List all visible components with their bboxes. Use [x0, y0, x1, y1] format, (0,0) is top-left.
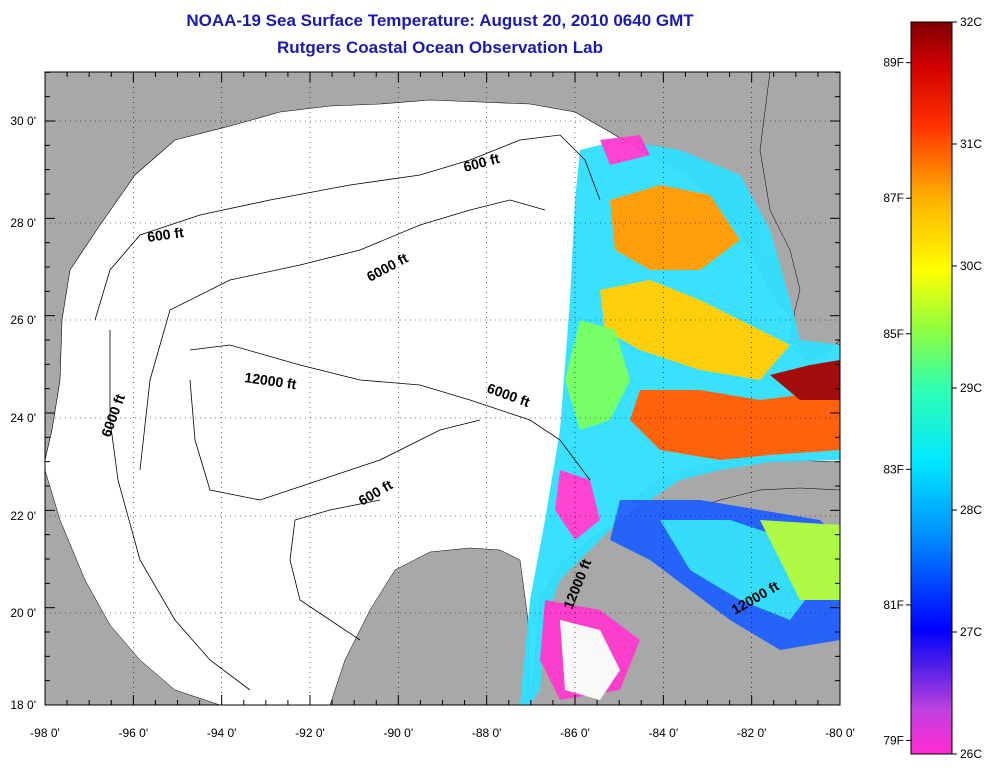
latitude-label: 26 0' [10, 313, 36, 327]
colorbar-fahrenheit-labels: 89F 87F 85F 83F 81F 79F [883, 56, 904, 748]
longitude-labels: -98 0' -96 0' -94 0' -92 0' -90 0' -88 0' -86 … [30, 726, 855, 740]
longitude-label: -94 0' [207, 726, 237, 740]
colorbar-celsius-label: 31C [960, 137, 982, 151]
latitude-label: 30 0' [10, 114, 36, 128]
longitude-label: -86 0' [560, 726, 590, 740]
colorbar-celsius-label: 32C [960, 15, 982, 29]
colorbar [910, 21, 953, 755]
latitude-labels: 30 0' 28 0' 26 0' 24 0' 22 0' 20 0' 18 0' [10, 114, 36, 712]
latitude-label: 28 0' [10, 216, 36, 230]
longitude-label: -80 0' [825, 726, 855, 740]
colorbar-celsius-label: 28C [960, 503, 982, 517]
colorbar-fahrenheit-label: 81F [883, 598, 904, 612]
colorbar-fahrenheit-label: 83F [883, 462, 904, 476]
longitude-label: -82 0' [737, 726, 767, 740]
map-subtitle: Rutgers Coastal Ocean Observation Lab [277, 38, 603, 57]
colorbar-ticks [906, 21, 957, 755]
longitude-label: -88 0' [472, 726, 502, 740]
colorbar-fahrenheit-label: 79F [883, 733, 904, 747]
colorbar-celsius-label: 26C [960, 747, 982, 761]
longitude-label: -96 0' [119, 726, 149, 740]
latitude-label: 22 0' [10, 509, 36, 523]
colorbar-celsius-label: 27C [960, 625, 982, 639]
colorbar-celsius-label: 29C [960, 381, 982, 395]
latitude-label: 24 0' [10, 411, 36, 425]
map-title: NOAA-19 Sea Surface Temperature: August … [186, 11, 694, 30]
mexico-coast [45, 469, 221, 705]
longitude-label: -92 0' [295, 726, 325, 740]
axis-ticks [44, 71, 841, 706]
longitude-label: -84 0' [649, 726, 679, 740]
colorbar-fahrenheit-label: 87F [883, 191, 904, 205]
contour-label: 600 ft [146, 224, 185, 245]
colorbar-fahrenheit-label: 85F [883, 327, 904, 341]
longitude-label: -98 0' [30, 726, 60, 740]
sst-swath [520, 135, 840, 705]
colorbar-celsius-labels: 32C 31C 30C 29C 28C 27C 26C [960, 15, 982, 761]
graticule [45, 72, 840, 705]
latitude-label: 20 0' [10, 606, 36, 620]
latitude-label: 18 0' [10, 698, 36, 712]
contour-label: 12000 ft [244, 369, 298, 392]
longitude-label: -90 0' [384, 726, 414, 740]
colorbar-fahrenheit-label: 89F [883, 56, 904, 70]
colorbar-celsius-label: 30C [960, 259, 982, 273]
depth-contours [94, 134, 601, 691]
